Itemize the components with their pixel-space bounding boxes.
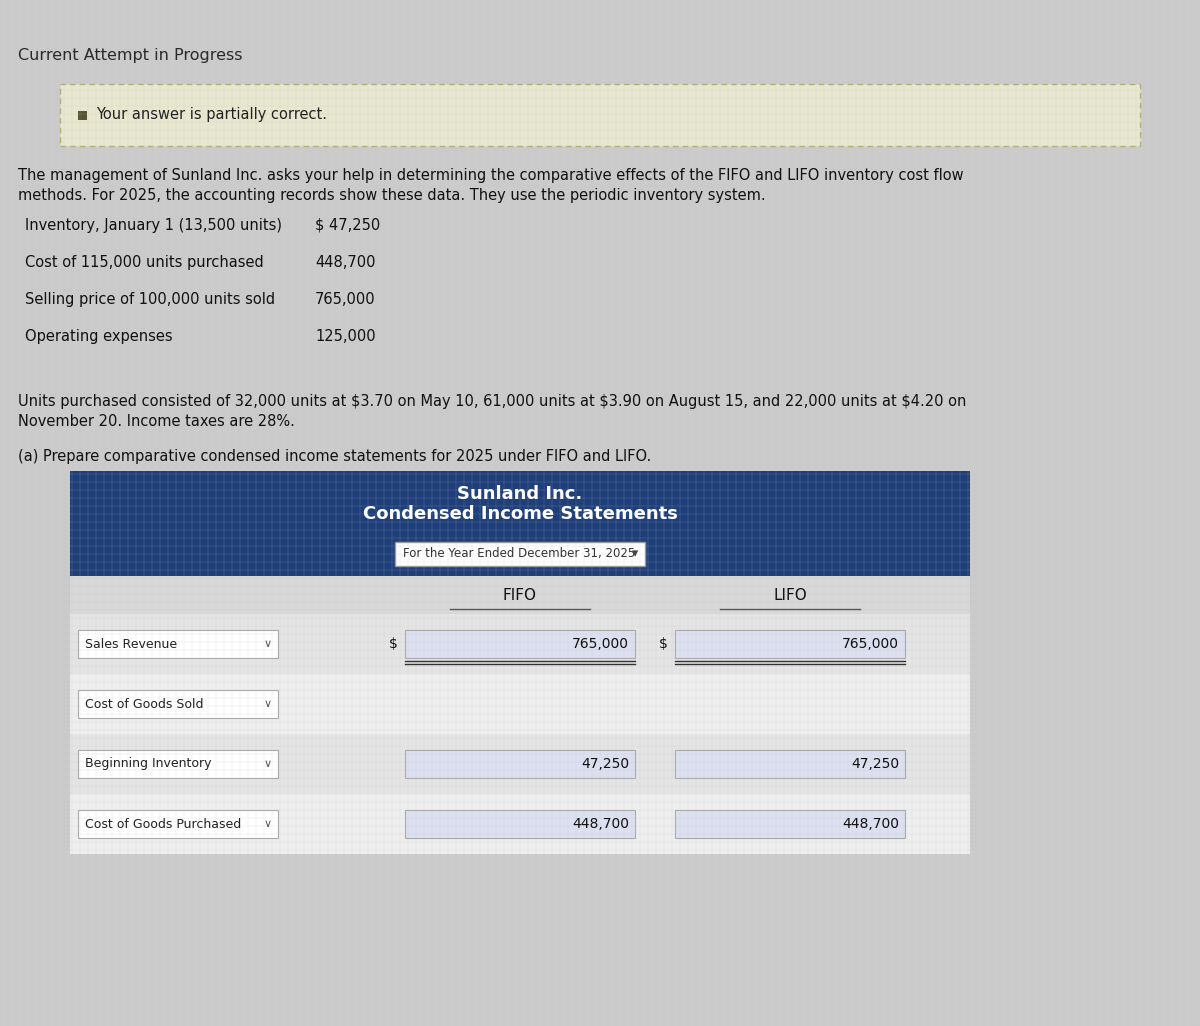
FancyBboxPatch shape [60, 84, 1140, 146]
Text: 448,700: 448,700 [842, 817, 899, 831]
Text: Current Attempt in Progress: Current Attempt in Progress [18, 48, 242, 63]
Bar [78, 111, 88, 120]
Text: 448,700: 448,700 [572, 817, 629, 831]
Bar [70, 576, 970, 614]
Text: ∨: ∨ [264, 819, 272, 829]
Bar [406, 630, 635, 658]
Text: 448,700: 448,700 [314, 255, 376, 270]
Text: Condensed Income Statements: Condensed Income Statements [362, 505, 678, 523]
Bar [70, 674, 970, 734]
Text: November 20. Income taxes are 28%.: November 20. Income taxes are 28%. [18, 415, 295, 429]
Bar [78, 810, 278, 838]
Text: (a) Prepare comparative condensed income statements for 2025 under FIFO and LIFO: (a) Prepare comparative condensed income… [18, 449, 652, 464]
Bar [70, 614, 970, 674]
Text: 765,000: 765,000 [314, 292, 376, 307]
Bar [406, 750, 635, 778]
Text: 765,000: 765,000 [572, 637, 629, 652]
Text: LIFO: LIFO [773, 588, 806, 602]
Text: ∨: ∨ [264, 759, 272, 770]
Text: Units purchased consisted of 32,000 units at $3.70 on May 10, 61,000 units at $3: Units purchased consisted of 32,000 unit… [18, 394, 966, 409]
Text: Beginning Inventory: Beginning Inventory [85, 757, 211, 771]
Bar [395, 542, 646, 566]
Text: Cost of Goods Sold: Cost of Goods Sold [85, 698, 204, 710]
Text: Sunland Inc.: Sunland Inc. [457, 485, 583, 503]
Text: Selling price of 100,000 units sold: Selling price of 100,000 units sold [25, 292, 275, 307]
Text: ∨: ∨ [264, 699, 272, 709]
Text: For the Year Ended December 31, 2025: For the Year Ended December 31, 2025 [403, 548, 635, 560]
Text: $ 47,250: $ 47,250 [314, 218, 380, 233]
Text: Your answer is partially correct.: Your answer is partially correct. [96, 108, 326, 122]
Text: 765,000: 765,000 [842, 637, 899, 652]
Bar [674, 810, 905, 838]
Text: Sales Revenue: Sales Revenue [85, 637, 178, 650]
Text: FIFO: FIFO [503, 588, 538, 602]
Text: Inventory, January 1 (13,500 units): Inventory, January 1 (13,500 units) [25, 218, 282, 233]
Bar [78, 630, 278, 658]
Bar [674, 630, 905, 658]
Text: $: $ [659, 637, 668, 652]
Bar [78, 750, 278, 778]
Text: 47,250: 47,250 [851, 757, 899, 771]
Text: $: $ [389, 637, 398, 652]
Bar [674, 750, 905, 778]
Bar [70, 471, 970, 576]
Text: methods. For 2025, the accounting records show these data. They use the periodic: methods. For 2025, the accounting record… [18, 188, 766, 203]
Text: The management of Sunland Inc. asks your help in determining the comparative eff: The management of Sunland Inc. asks your… [18, 168, 964, 183]
Bar [406, 810, 635, 838]
Text: Operating expenses: Operating expenses [25, 329, 173, 344]
Text: ▾: ▾ [632, 548, 638, 560]
Text: 47,250: 47,250 [581, 757, 629, 771]
Text: 125,000: 125,000 [314, 329, 376, 344]
Bar [70, 794, 970, 854]
Text: Cost of Goods Purchased: Cost of Goods Purchased [85, 818, 241, 830]
Text: ∨: ∨ [264, 639, 272, 649]
Text: Cost of 115,000 units purchased: Cost of 115,000 units purchased [25, 255, 264, 270]
Bar [70, 734, 970, 794]
Bar [78, 690, 278, 718]
